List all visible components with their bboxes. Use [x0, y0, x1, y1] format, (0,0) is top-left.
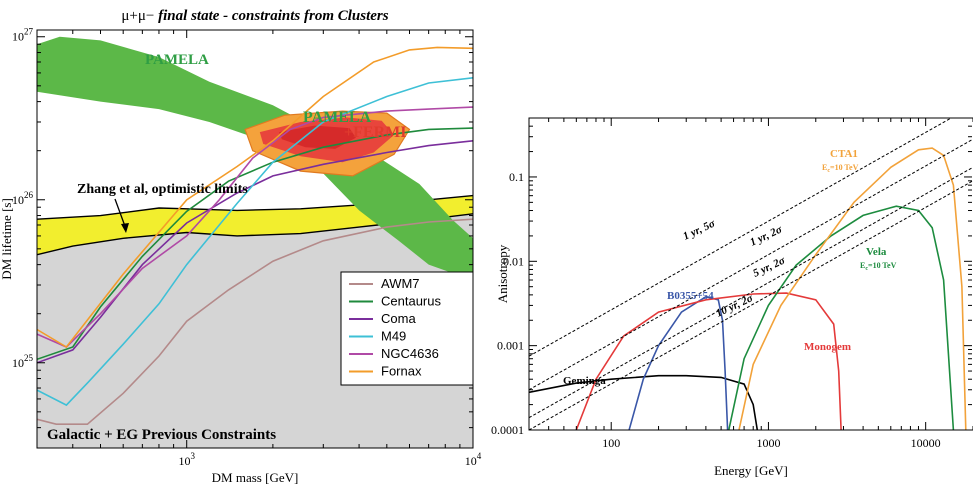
left-x-label: DM mass [GeV] — [212, 470, 299, 485]
label-cta1-energy: Ec=10 TeV — [822, 163, 859, 174]
label-pamela-fermi-1: PAMELA — [303, 109, 372, 126]
left-legend-box — [340, 271, 474, 386]
left-y-tick-label: 1027 — [12, 27, 34, 44]
label-b0355: B0355+54 — [667, 290, 714, 302]
label-galactic: Galactic + EG Previous Constraints — [47, 427, 276, 443]
legend-label-awm7: AWM7 — [381, 276, 420, 291]
legend-label-ngc4636: NGC4636 — [381, 346, 439, 361]
series-line-geminga — [529, 374, 759, 430]
right-y-tick-label: 0.001 — [497, 339, 524, 353]
legend-label-centaurus: Centaurus — [381, 294, 441, 309]
right-x-tick-label: 1000 — [756, 436, 780, 450]
right-chart: 100 1000 10000 0.0001 0.001 0.01 0.1 Energy [G… — [491, 117, 973, 478]
label-vela-energy: Ec=10 TeV — [860, 261, 897, 272]
left-legend: AWM7 Centaurus Coma M49 NGC4636 Fornax — [340, 271, 474, 386]
series-line-1-yr-2- — [529, 138, 973, 391]
left-title-plain: μ+μ− — [121, 8, 154, 24]
series-line-awm7 — [37, 218, 473, 425]
left-chart: μ+μ− final state - constraints from Clus… — [0, 8, 482, 485]
label-geminga: Geminga — [563, 375, 606, 387]
series-line-ngc4636 — [37, 106, 473, 348]
label-cta1: CTA1 — [830, 148, 858, 160]
left-chart-title: μ+μ− final state - constraints from Clus… — [121, 8, 388, 24]
series-line-fornax — [37, 46, 473, 349]
left-axes: 103 104 1025 1026 1027 — [12, 27, 482, 468]
label-pamela: PAMELA — [145, 52, 209, 68]
right-x-tick-label: 10000 — [911, 436, 941, 450]
right-y-tick-label: 0.0001 — [491, 423, 524, 437]
left-title-italic: final state - constraints from Clusters — [158, 8, 389, 24]
right-y-tick-label: 0.01 — [503, 254, 524, 268]
label-5yr-2sigma: 5 yr, 2σ — [751, 254, 788, 280]
legend-label-coma: Coma — [381, 311, 416, 326]
series-line-vela — [728, 205, 955, 430]
series-line-coma — [37, 140, 473, 364]
series-line-10-yr-2- — [529, 180, 973, 430]
label-vela: Vela — [866, 246, 887, 258]
left-y-tick-label: 1025 — [12, 353, 34, 370]
left-y-label: DM lifetime [s] — [0, 198, 14, 280]
label-zhang: Zhang et al, optimistic limits — [77, 182, 248, 197]
right-y-tick-label: 0.1 — [509, 170, 524, 184]
zhang-arrow-head — [121, 223, 129, 233]
series-line-centaurus — [37, 127, 473, 361]
legend-label-fornax: Fornax — [381, 364, 422, 379]
series-line-1-yr-5- — [529, 118, 953, 357]
fermi-contour-core — [279, 125, 356, 149]
left-plot-area — [37, 36, 473, 448]
left-y-tick-label: 1026 — [12, 190, 34, 207]
series-line-b0355-54 — [628, 295, 729, 430]
left-x-tick-label: 103 — [178, 451, 195, 468]
left-x-tick-label: 104 — [465, 451, 482, 468]
series-line-m49 — [37, 77, 473, 407]
series-line-cta1 — [738, 147, 967, 430]
right-y-label: Anisotropy — [495, 244, 510, 303]
pamela-band — [37, 36, 473, 281]
left-annotations: PAMELA PAMELA +FERMI Zhang et al, optimi… — [47, 52, 406, 443]
right-x-tick-label: 100 — [602, 436, 620, 450]
legend-label-m49: M49 — [381, 329, 406, 344]
label-1yr-2sigma: 1 yr, 2σ — [748, 223, 785, 249]
label-pamela-fermi-2: +FERMI — [344, 124, 406, 141]
label-1yr-5sigma: 1 yr, 5σ — [681, 217, 718, 243]
right-axes: 100 1000 10000 0.0001 0.001 0.01 0.1 — [491, 117, 973, 450]
series-line-monogem — [575, 292, 842, 430]
right-x-label: Energy [GeV] — [714, 463, 788, 478]
left-plot-frame — [36, 29, 474, 449]
right-plot-area — [529, 118, 973, 430]
label-monogem: Monogem — [804, 341, 851, 353]
